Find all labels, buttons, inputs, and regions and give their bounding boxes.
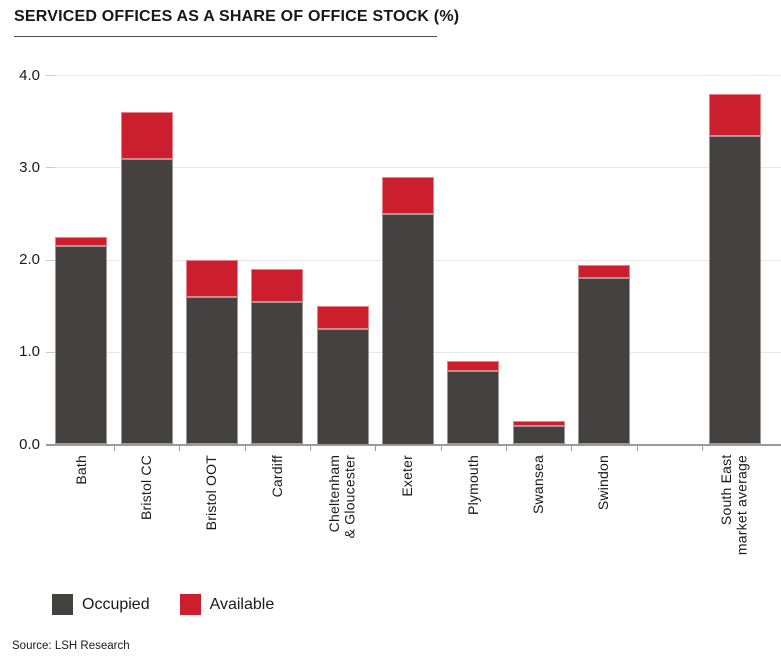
y-tick-label: 0.0: [19, 435, 40, 453]
y-tick-mark: [46, 167, 55, 169]
bar-occupied-cheltenham-gloucester: [316, 329, 369, 445]
legend-label: Occupied: [82, 595, 150, 613]
x-tick-mark: [440, 445, 442, 451]
bar-occupied-plymouth: [447, 370, 500, 445]
x-axis-label-text: Bath: [72, 455, 89, 485]
legend-swatch-available: [179, 594, 201, 615]
gridline: [46, 167, 781, 169]
y-tick-label: 2.0: [19, 251, 40, 269]
y-tick-mark: [46, 259, 55, 261]
x-tick-mark: [506, 445, 507, 451]
bar-occupied-exeter: [382, 213, 434, 445]
bar-occupied-bristol-cc: [120, 158, 173, 445]
x-axis-label-text: Plymouth: [464, 455, 481, 515]
x-axis-label-text: Swindon: [595, 455, 612, 511]
bar-available-bristol-oot: [186, 260, 239, 297]
chart-title: SERVICED OFFICES AS A SHARE OF OFFICE ST…: [14, 8, 460, 25]
bar-occupied-cardiff: [251, 301, 304, 445]
bar-occupied-swindon: [578, 278, 630, 445]
y-tick-label: 4.0: [19, 66, 40, 84]
x-tick-mark: [375, 445, 377, 451]
bar-available-swindon: [578, 264, 630, 279]
x-tick-mark: [702, 445, 703, 451]
y-tick-mark: [46, 351, 55, 353]
y-tick-label: 3.0: [19, 158, 40, 176]
bar-available-swansea: [512, 421, 565, 427]
x-tick-mark: [244, 445, 246, 451]
bar-available-cardiff: [251, 269, 304, 302]
y-tick-label: 1.0: [19, 343, 40, 361]
x-tick-mark: [571, 445, 573, 451]
x-tick-mark: [114, 445, 116, 451]
x-axis-label-text: Bristol OOT: [203, 455, 220, 531]
bar-available-cheltenham-gloucester: [316, 306, 369, 330]
legend-label: Available: [209, 595, 275, 613]
bar-available-south-east-market-average: [708, 94, 761, 136]
bar-available-bath: [55, 236, 108, 247]
bar-occupied-south-east-market-average: [708, 135, 761, 445]
bar-occupied-swansea: [512, 426, 565, 445]
x-axis-label-text: South East market average: [718, 455, 750, 556]
bar-occupied-bristol-oot: [186, 296, 239, 445]
x-tick-mark: [310, 445, 312, 451]
x-axis-label-text: Bristol CC: [138, 455, 154, 521]
x-axis-label-text: Swansea: [529, 455, 546, 514]
y-tick-mark: [46, 75, 55, 77]
x-axis-label-text: Exeter: [399, 455, 416, 497]
bar-available-bristol-cc: [120, 112, 173, 159]
x-axis-label-text: Cardiff: [268, 455, 285, 498]
bar-available-exeter: [382, 177, 434, 214]
bar-occupied-bath: [55, 246, 108, 445]
legend-swatch-occupied: [52, 594, 73, 615]
legend: Occupied Available: [52, 594, 304, 615]
source-note: Source: LSH Research: [12, 640, 130, 652]
title-rule: [14, 36, 437, 37]
x-axis-line: [46, 443, 781, 446]
bar-available-plymouth: [447, 361, 500, 371]
x-tick-mark: [179, 445, 181, 451]
x-tick-mark: [636, 445, 638, 451]
legend-item-occupied: Occupied: [52, 594, 150, 615]
legend-item-available: Available: [179, 594, 275, 615]
x-axis-label-text: Cheltenham & Gloucester: [326, 455, 358, 539]
gridline: [46, 75, 781, 77]
